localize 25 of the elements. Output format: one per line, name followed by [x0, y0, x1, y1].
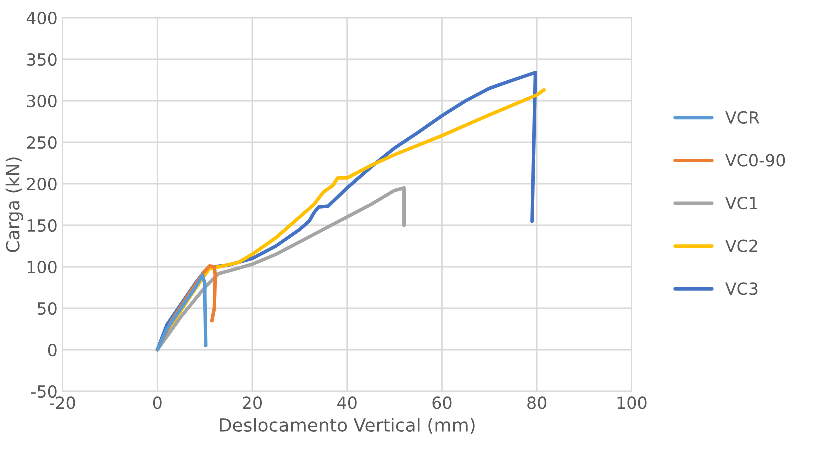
x-tick-label: 80 [528, 396, 547, 410]
legend-label: VC0-90 [726, 154, 786, 167]
legend-label: VCR [726, 111, 760, 124]
x-tick-label: 20 [243, 396, 262, 410]
y-tick-label: 400 [26, 12, 57, 25]
y-tick-label: 100 [28, 260, 57, 274]
y-tick-label: 150 [28, 219, 57, 232]
y-tick-label: -50 [32, 385, 57, 398]
line-series [156, 274, 208, 352]
legend-label: VC1 [726, 196, 758, 210]
y-tick-label: 300 [27, 94, 57, 108]
y-tick-label: 0 [48, 344, 57, 357]
x-tick-label: 60 [432, 396, 452, 410]
x-tick-label: -20 [50, 396, 76, 410]
y-tick-label: 350 [27, 53, 57, 66]
y-tick-label: 50 [38, 302, 57, 316]
y-tick-label: 200 [27, 178, 57, 191]
legend-label: VC3 [726, 282, 758, 296]
legend-label: VC2 [726, 240, 758, 252]
y-tick-label: 250 [27, 136, 57, 150]
x-tick-label: 40 [338, 396, 357, 410]
x-tick-label: 100 [618, 396, 647, 410]
x-axis-title: Deslocamento Vertical (mm) [220, 418, 475, 434]
y-axis-title: Carga (kN) [6, 158, 24, 252]
x-tick-label: 0 [153, 396, 162, 410]
